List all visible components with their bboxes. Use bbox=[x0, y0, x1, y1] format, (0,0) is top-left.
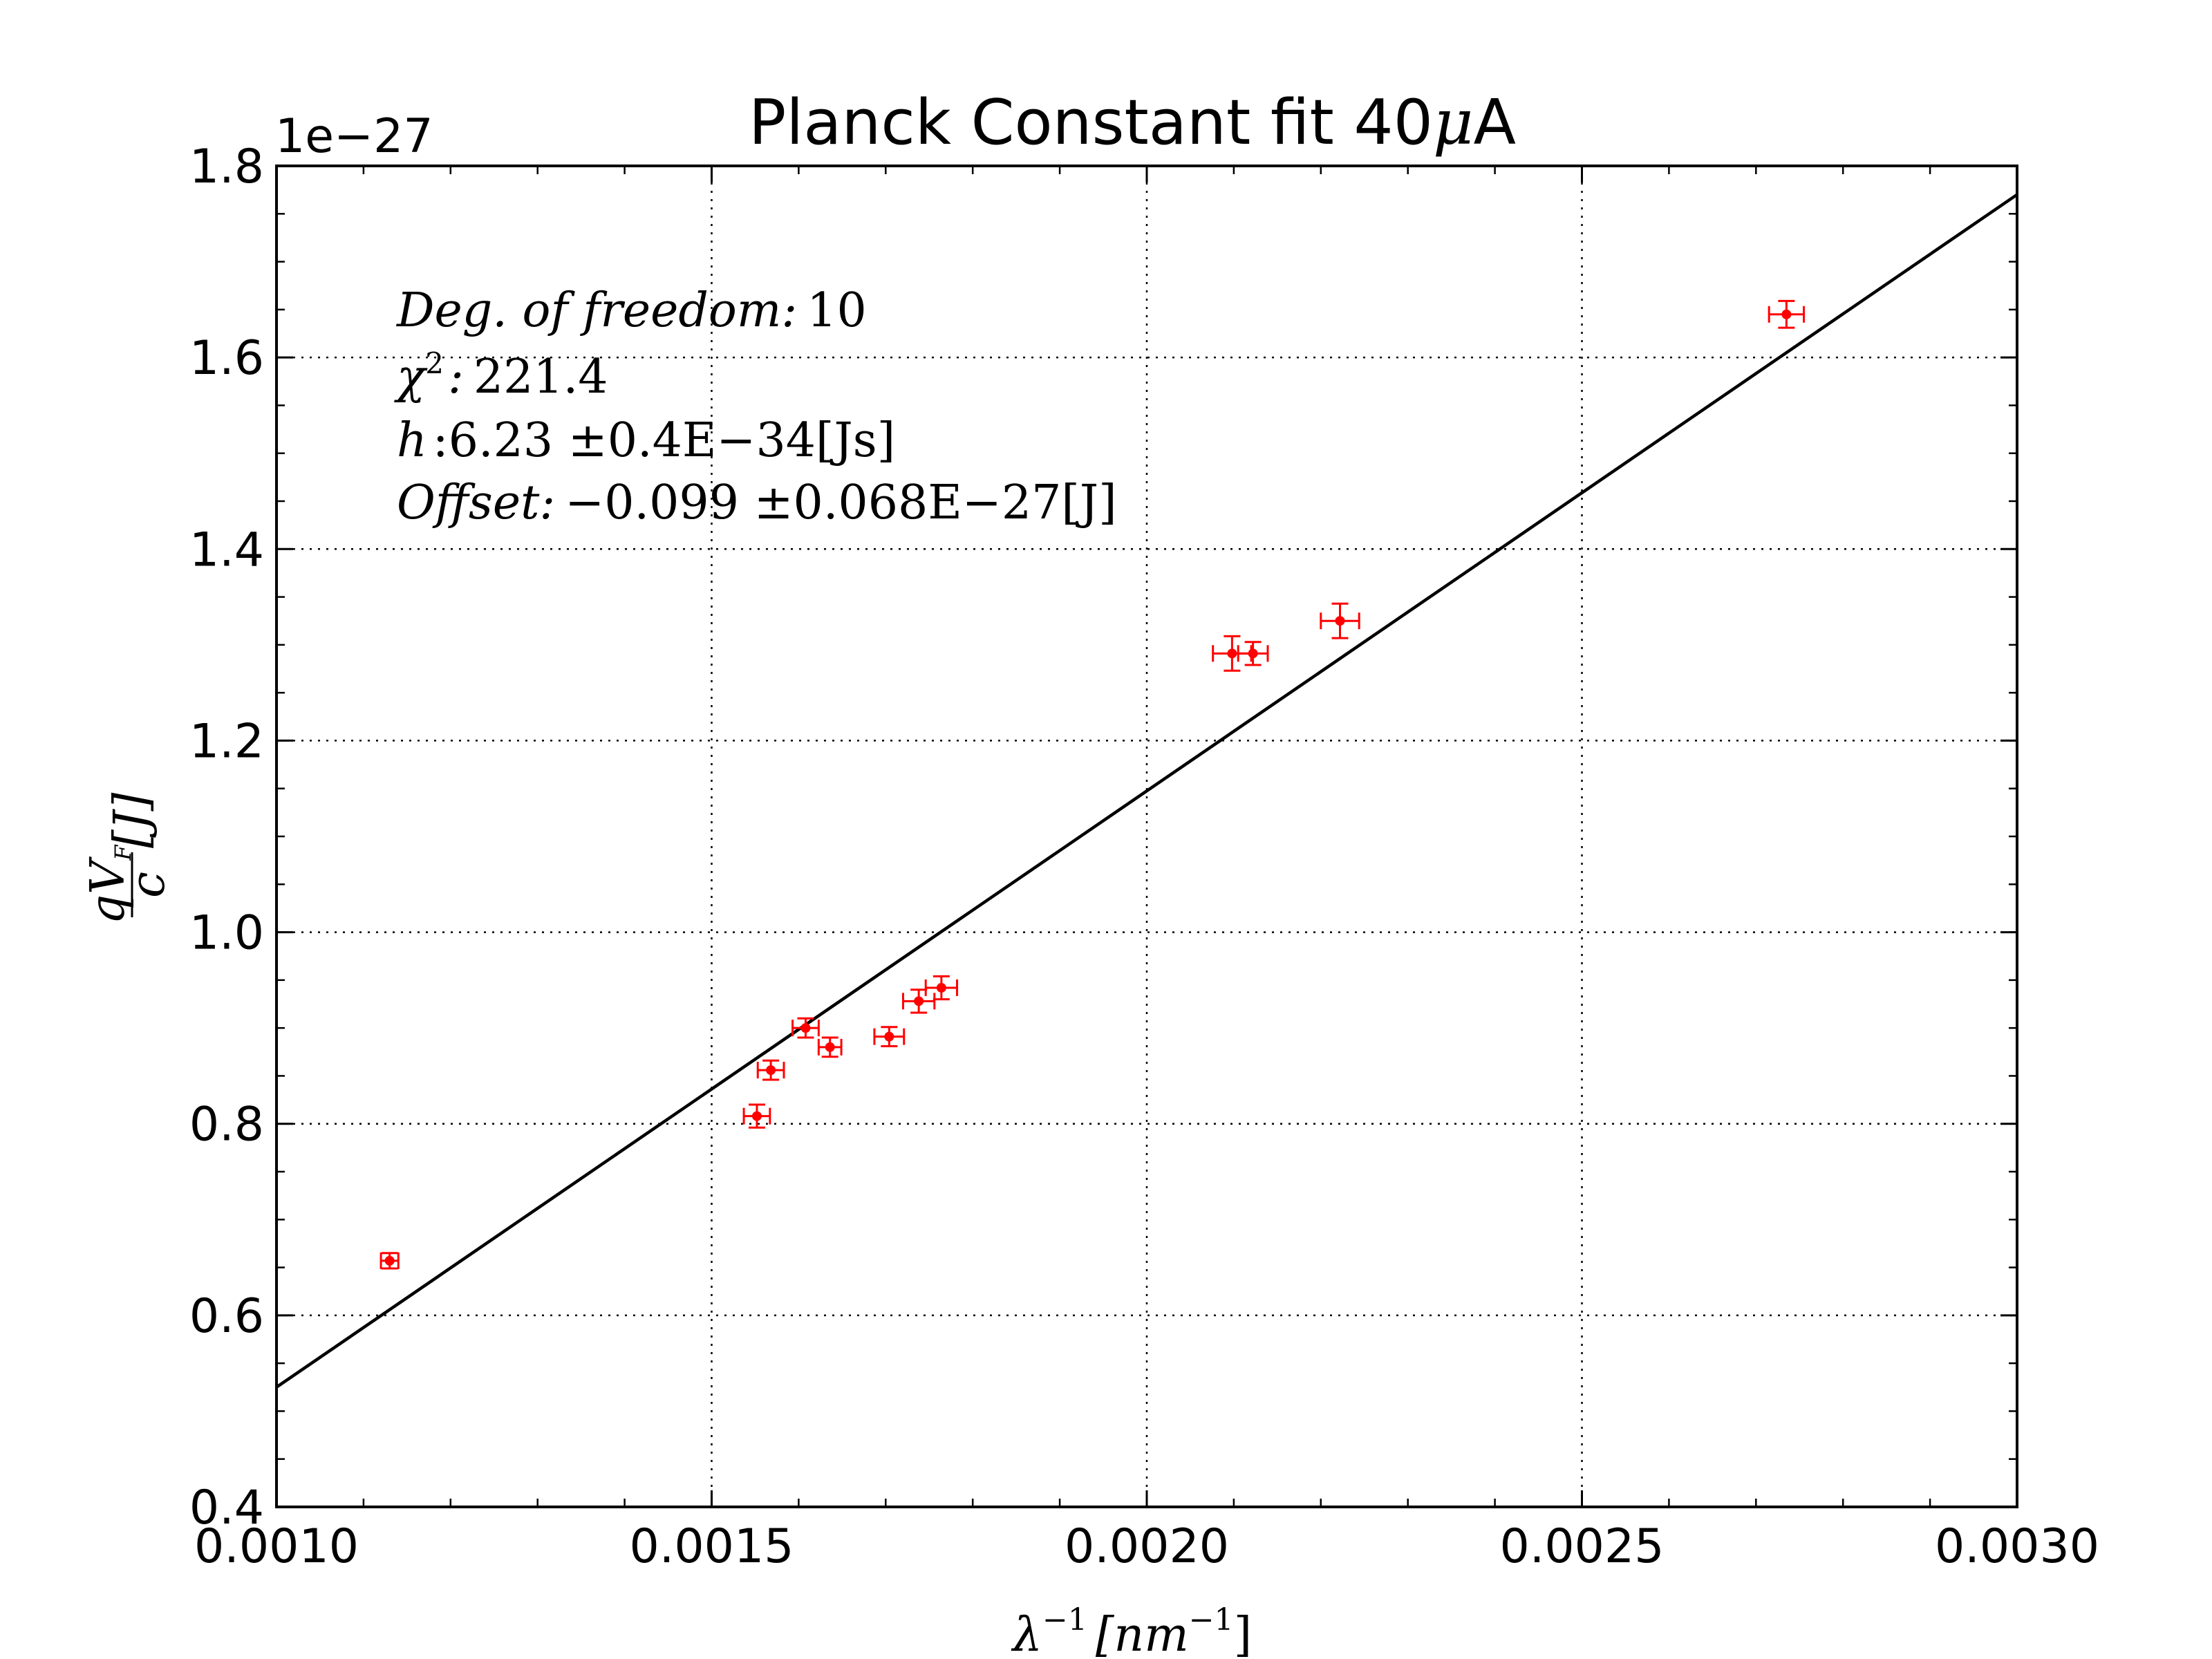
axis-ticks bbox=[275, 165, 2018, 1508]
point-marker bbox=[766, 1065, 776, 1076]
xlabel-bracket: [nm bbox=[1096, 1608, 1189, 1659]
x-tick-label: 0.0020 bbox=[1065, 1519, 1229, 1574]
chi-value: 221.4 bbox=[474, 350, 608, 404]
chi-symbol: χ bbox=[394, 350, 428, 404]
data-point bbox=[1768, 299, 1806, 329]
point-marker bbox=[751, 1111, 762, 1121]
point-marker bbox=[884, 1031, 894, 1042]
ylabel-numerator: qVF bbox=[81, 844, 136, 925]
dof-label: Deg. of freedom: bbox=[395, 283, 797, 338]
title-suffix: A bbox=[1473, 86, 1516, 159]
title-prefix: Planck Constant fit 40 bbox=[749, 86, 1433, 159]
h-label: h bbox=[397, 413, 427, 468]
y-tick-label: 1.2 bbox=[189, 714, 264, 769]
data-point bbox=[756, 1059, 785, 1081]
h-value: :6.23 ±0.4E−34[Js] bbox=[433, 413, 895, 468]
y-tick-label: 1.4 bbox=[189, 523, 264, 577]
data-point bbox=[1237, 641, 1269, 666]
offset-label: Offset: bbox=[397, 476, 555, 530]
data-point bbox=[901, 988, 936, 1014]
x-tick-label: 0.0015 bbox=[630, 1519, 794, 1574]
point-marker bbox=[1335, 616, 1345, 626]
ylabel-unit: [J] bbox=[104, 792, 159, 848]
annotation-dof: Deg. of freedom: 10 bbox=[395, 283, 867, 338]
data-points bbox=[379, 299, 1806, 1270]
point-marker bbox=[936, 982, 946, 993]
data-point bbox=[742, 1103, 771, 1129]
x-tick-label: 0.0025 bbox=[1500, 1519, 1665, 1574]
chi-sup: 2 bbox=[425, 346, 444, 380]
y-tick-label: 0.6 bbox=[189, 1289, 264, 1344]
fit-line-group bbox=[275, 193, 2018, 1389]
ylabel-denominator: c bbox=[121, 872, 176, 898]
axis-tick-labels: 0.0010 0.0015 0.0020 0.0025 0.0030 0.4 0.6 0.8 1… bbox=[189, 140, 2099, 1574]
y-tick-label: 1.0 bbox=[189, 906, 264, 961]
data-point bbox=[379, 1252, 400, 1270]
annotation-offset: Offset: −0.099 ±0.068E−27[J] bbox=[397, 476, 1117, 530]
x-axis-label: λ−1 [nm−1] bbox=[1011, 1602, 1252, 1659]
x-tick-label: 0.0010 bbox=[194, 1519, 359, 1574]
data-point bbox=[873, 1026, 906, 1047]
y-tick-label: 1.8 bbox=[189, 140, 264, 194]
annotation-chi2: χ2: 221.4 bbox=[394, 346, 608, 404]
chi-label: : bbox=[448, 350, 464, 404]
x-tick-label: 0.0030 bbox=[1935, 1519, 2099, 1574]
data-point bbox=[1320, 602, 1360, 639]
annotation-h: h:6.23 ±0.4E−34[Js] bbox=[397, 413, 895, 468]
y-tick-label: 1.6 bbox=[189, 331, 264, 386]
ylabel-q: qV bbox=[81, 856, 135, 925]
fit-line bbox=[275, 193, 2018, 1389]
point-marker bbox=[1781, 309, 1792, 319]
title-mu: μ bbox=[1433, 86, 1474, 159]
offset-value: −0.099 ±0.068E−27[J] bbox=[565, 476, 1116, 530]
y-axis-label: qVF c [J] bbox=[81, 792, 176, 924]
chart-title: Planck Constant fit 40μA bbox=[749, 86, 1516, 159]
point-marker bbox=[1248, 648, 1258, 659]
fit-annotation: Deg. of freedom: 10 χ2: 221.4 h:6.23 ±0.4E… bbox=[394, 283, 1117, 530]
y-axis-multiplier: 1e−27 bbox=[275, 109, 433, 164]
data-point bbox=[791, 1017, 820, 1039]
data-point bbox=[817, 1036, 843, 1058]
data-point bbox=[924, 975, 959, 1001]
point-marker bbox=[384, 1255, 395, 1266]
point-marker bbox=[1227, 648, 1237, 659]
y-tick-label: 0.4 bbox=[189, 1481, 264, 1535]
point-marker bbox=[800, 1023, 811, 1033]
xlabel-bracket-sup: −1 bbox=[1189, 1602, 1234, 1638]
point-marker bbox=[825, 1042, 835, 1052]
dof-value: 10 bbox=[807, 283, 867, 338]
point-marker bbox=[914, 996, 924, 1006]
y-tick-label: 0.8 bbox=[189, 1098, 264, 1152]
xlabel-base: λ bbox=[1011, 1608, 1042, 1659]
xlabel-sup: −1 bbox=[1042, 1602, 1087, 1638]
xlabel-close: ] bbox=[1234, 1608, 1253, 1659]
